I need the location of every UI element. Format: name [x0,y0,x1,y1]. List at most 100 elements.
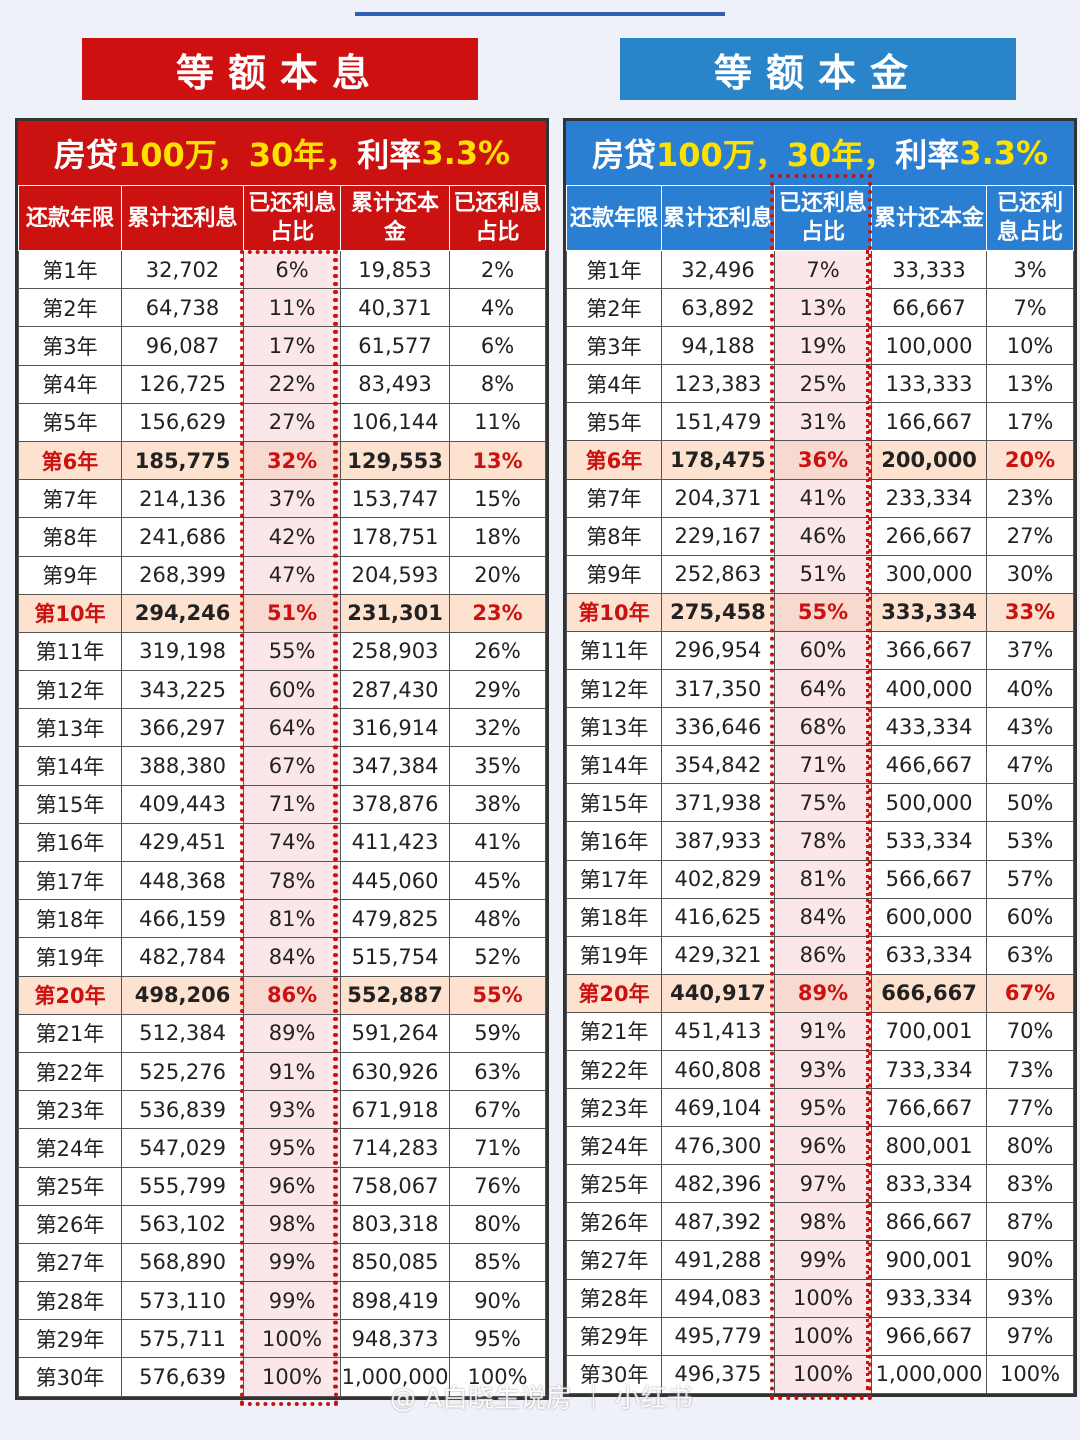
year-cell: 第27年 [566,1240,662,1280]
ratio-cell: 17% [986,402,1074,442]
ratio-cell: 7% [986,288,1074,328]
cum-interest-cell: 547,029 [120,1128,245,1168]
cum-principal-cell: 347,384 [340,746,451,786]
ratio-cell: 87% [986,1202,1074,1242]
table-row: 第16年 387,933 78% 533,334 53% [566,821,1074,861]
table-row: 第25年 555,799 96% 758,067 76% [18,1166,546,1206]
equal-installment-table: 还款年限 累计还利息 已还利息占比 累计还本金 已还利息占比 第1年 32,702 6% 19… [18,185,546,1397]
ratio-cell: 100% [986,1354,1074,1394]
table-row: 第7年 214,136 37% 153,747 15% [18,479,546,519]
column-header: 已还利息占比 [449,185,546,251]
table-row: 第18年 466,159 81% 479,825 48% [18,899,546,939]
column-header: 已还利息占比 [774,185,872,251]
cum-principal-cell: 600,000 [870,897,988,937]
watermark-text: @ A白晓生说房 ｜ 小红书 [390,1384,693,1414]
ratio-cell: 59% [449,1013,546,1053]
column-header: 已还利息占比 [243,185,342,251]
table-row: 第1年 32,496 7% 33,333 3% [566,249,1074,290]
cum-interest-cell: 482,784 [120,937,245,977]
interest-ratio-cell: 60% [243,670,342,710]
column-header: 还款年限 [566,185,662,251]
ratio-cell: 95% [449,1319,546,1359]
ratio-cell: 23% [986,478,1074,518]
year-cell: 第23年 [566,1088,662,1128]
year-cell: 第30年 [18,1357,122,1397]
year-cell: 第10年 [18,593,122,633]
table-row: 第23年 536,839 93% 671,918 67% [18,1090,546,1130]
banner-text: 房贷 [591,136,656,174]
interest-ratio-cell: 55% [243,631,342,672]
year-cell: 第15年 [18,784,122,824]
interest-ratio-cell: 78% [243,860,342,901]
year-cell: 第6年 [566,440,662,480]
ratio-cell: 33% [986,592,1074,632]
table-row: 第8年 241,686 42% 178,751 18% [18,517,546,557]
interest-ratio-cell: 96% [774,1126,872,1166]
cum-interest-cell: 296,954 [660,630,776,671]
ratio-cell: 77% [986,1088,1074,1128]
interest-ratio-cell: 75% [774,783,872,823]
cum-principal-cell: 40,371 [340,288,451,328]
equal-principal-panel: 房贷 100万，30年， 利率 3.3% 还款年限 累计还利息 已还利息占比 累计还本金 已还… [563,118,1077,1397]
cum-principal-cell: 866,667 [870,1202,988,1242]
ratio-cell: 30% [986,554,1074,594]
table-row: 第5年 156,629 27% 106,144 11% [18,402,546,442]
interest-ratio-cell: 41% [774,478,872,518]
interest-ratio-cell: 46% [774,516,872,556]
cum-principal-cell: 378,876 [340,784,451,824]
year-cell: 第3年 [566,326,662,366]
banner-text: 房贷 [53,136,118,174]
cum-interest-cell: 371,938 [660,783,776,823]
table-row: 第20年 440,917 89% 666,667 67% [566,973,1074,1013]
interest-ratio-cell: 93% [243,1090,342,1130]
cum-interest-cell: 498,206 [120,975,245,1015]
ratio-cell: 29% [449,670,546,710]
interest-ratio-cell: 47% [243,555,342,595]
ratio-cell: 3% [986,249,1074,290]
interest-ratio-cell: 97% [774,1164,872,1204]
ratio-cell: 85% [449,1242,546,1283]
table-row: 第6年 178,475 36% 200,000 20% [566,440,1074,480]
cum-principal-cell: 231,301 [340,593,451,633]
year-cell: 第18年 [566,897,662,937]
cum-interest-cell: 319,198 [120,631,245,672]
cum-principal-cell: 900,001 [870,1240,988,1280]
ratio-cell: 48% [449,899,546,939]
column-header: 累计还本金 [870,185,988,251]
cum-interest-cell: 185,775 [120,440,245,481]
year-cell: 第1年 [18,249,122,290]
table-row: 第10年 294,246 51% 231,301 23% [18,593,546,633]
interest-ratio-cell: 86% [243,975,342,1015]
ratio-cell: 45% [449,860,546,901]
cum-interest-cell: 536,839 [120,1090,245,1130]
year-cell: 第7年 [18,479,122,519]
interest-ratio-cell: 42% [243,517,342,557]
cum-interest-cell: 460,808 [660,1049,776,1090]
table-row: 第22年 525,276 91% 630,926 63% [18,1051,546,1092]
cum-principal-cell: 300,000 [870,554,988,594]
cum-principal-cell: 106,144 [340,402,451,442]
cum-interest-cell: 32,496 [660,249,776,290]
ratio-cell: 97% [986,1316,1074,1356]
cum-interest-cell: 402,829 [660,859,776,899]
table-row: 第24年 547,029 95% 714,283 71% [18,1128,546,1168]
interest-ratio-cell: 74% [243,822,342,863]
cum-principal-cell: 61,577 [340,326,451,366]
year-cell: 第2年 [18,288,122,328]
cum-interest-cell: 317,350 [660,669,776,709]
cum-principal-cell: 66,667 [870,288,988,328]
cum-interest-cell: 343,225 [120,670,245,710]
table-row: 第14年 388,380 67% 347,384 35% [18,746,546,786]
cum-principal-cell: 400,000 [870,669,988,709]
cum-principal-cell: 933,334 [870,1278,988,1318]
interest-ratio-cell: 37% [243,479,342,519]
cum-interest-cell: 482,396 [660,1164,776,1204]
year-cell: 第17年 [566,859,662,899]
equal-installment-badge: 等额本息 [82,38,478,100]
year-cell: 第12年 [566,669,662,709]
cum-interest-cell: 555,799 [120,1166,245,1206]
table-row: 第16年 429,451 74% 411,423 41% [18,822,546,863]
cum-interest-cell: 126,725 [120,364,245,404]
interest-ratio-cell: 91% [774,1011,872,1051]
interest-ratio-cell: 68% [774,707,872,747]
